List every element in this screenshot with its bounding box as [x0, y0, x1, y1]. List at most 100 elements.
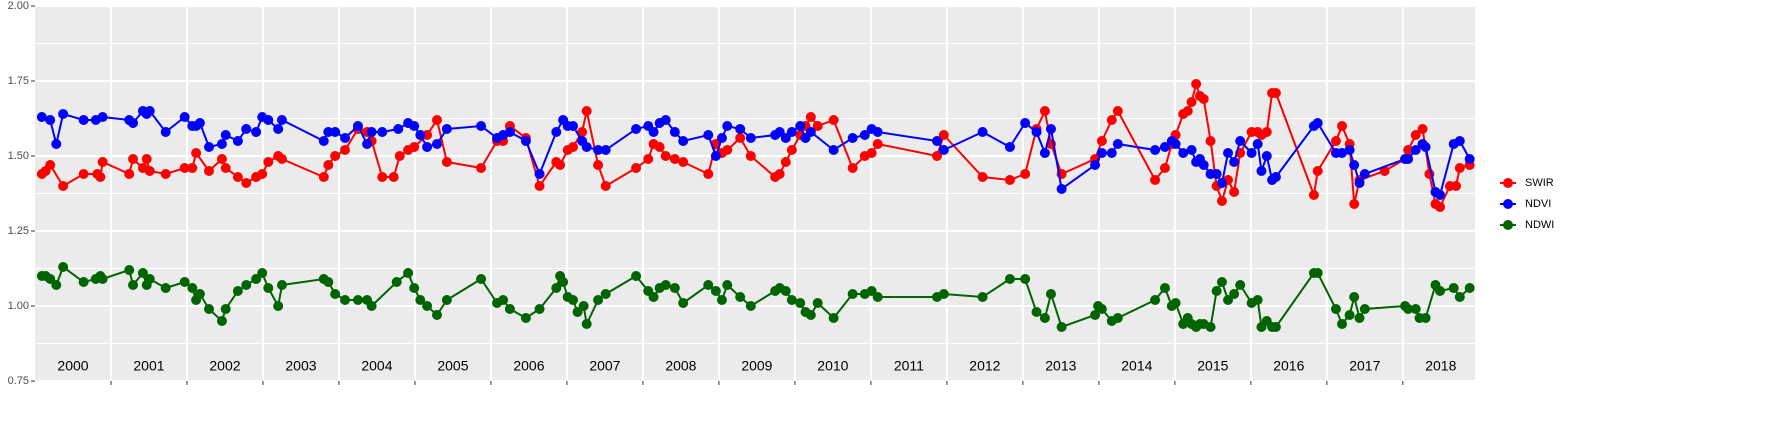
point — [45, 115, 56, 125]
point — [710, 286, 721, 296]
point — [318, 172, 329, 182]
point — [51, 139, 62, 149]
point — [95, 172, 106, 182]
point — [97, 274, 108, 284]
point — [1235, 280, 1246, 290]
point — [241, 178, 252, 188]
year-label: 2004 — [361, 358, 392, 374]
point — [1198, 94, 1209, 104]
point — [1211, 169, 1222, 179]
point — [1270, 172, 1281, 182]
point — [340, 133, 351, 143]
point — [1056, 322, 1067, 332]
point — [581, 142, 592, 152]
point — [1349, 160, 1360, 170]
year-label: 2000 — [57, 358, 88, 374]
point — [1150, 295, 1161, 305]
point — [476, 274, 487, 284]
point — [1359, 304, 1370, 314]
year-label: 2009 — [741, 358, 772, 374]
year-label: 2014 — [1121, 358, 1152, 374]
point — [330, 289, 341, 299]
point — [977, 172, 988, 182]
point — [631, 124, 642, 134]
point — [78, 169, 89, 179]
point — [403, 268, 414, 278]
year-label: 2010 — [817, 358, 848, 374]
point — [431, 139, 442, 149]
legend-label: NDVI — [1525, 198, 1551, 210]
point — [1252, 295, 1263, 305]
point — [257, 268, 268, 278]
point — [323, 160, 334, 170]
point — [669, 154, 680, 164]
point — [716, 133, 727, 143]
point — [179, 277, 190, 287]
point — [648, 292, 659, 302]
point — [1337, 148, 1348, 158]
point — [1106, 115, 1117, 125]
point — [660, 151, 671, 161]
point — [366, 127, 377, 137]
point — [220, 163, 231, 173]
point — [1205, 136, 1216, 146]
point — [409, 142, 420, 152]
point — [1435, 202, 1446, 212]
y-tick-label: 1.50 — [8, 150, 29, 162]
point — [931, 136, 942, 146]
point — [1229, 187, 1240, 197]
point — [194, 118, 205, 128]
point — [872, 139, 883, 149]
point — [204, 304, 215, 314]
point — [391, 277, 402, 287]
point — [568, 121, 579, 131]
point — [388, 172, 399, 182]
point — [128, 154, 139, 164]
point — [263, 283, 274, 293]
point — [643, 154, 654, 164]
point — [648, 127, 659, 137]
point — [263, 115, 274, 125]
point — [703, 169, 714, 179]
year-label: 2011 — [894, 358, 924, 374]
point — [1308, 190, 1319, 200]
point — [179, 163, 190, 173]
point — [220, 304, 231, 314]
point — [678, 136, 689, 146]
point — [330, 127, 341, 137]
point — [1256, 166, 1267, 176]
point — [534, 304, 545, 314]
point — [1349, 292, 1360, 302]
point — [1235, 136, 1246, 146]
point — [78, 115, 89, 125]
point — [1252, 139, 1263, 149]
point — [812, 298, 823, 308]
point — [409, 121, 420, 131]
point — [137, 268, 148, 278]
point — [735, 124, 746, 134]
point — [1270, 88, 1281, 98]
point — [710, 151, 721, 161]
point — [251, 274, 262, 284]
point — [678, 298, 689, 308]
point — [568, 295, 579, 305]
point — [160, 169, 171, 179]
year-label: 2013 — [1045, 358, 1076, 374]
point — [780, 133, 791, 143]
point — [786, 145, 797, 155]
y-tick-label: 1.00 — [8, 300, 29, 312]
point — [551, 127, 562, 137]
point — [1096, 304, 1107, 314]
point — [1186, 97, 1197, 107]
point — [1182, 106, 1193, 116]
point — [1454, 292, 1465, 302]
point — [795, 298, 806, 308]
point — [441, 295, 452, 305]
point — [866, 148, 877, 158]
year-label: 2018 — [1425, 358, 1456, 374]
point — [216, 154, 227, 164]
year-label: 2015 — [1197, 358, 1228, 374]
point — [1359, 169, 1370, 179]
point — [1045, 289, 1056, 299]
point — [1229, 157, 1240, 167]
